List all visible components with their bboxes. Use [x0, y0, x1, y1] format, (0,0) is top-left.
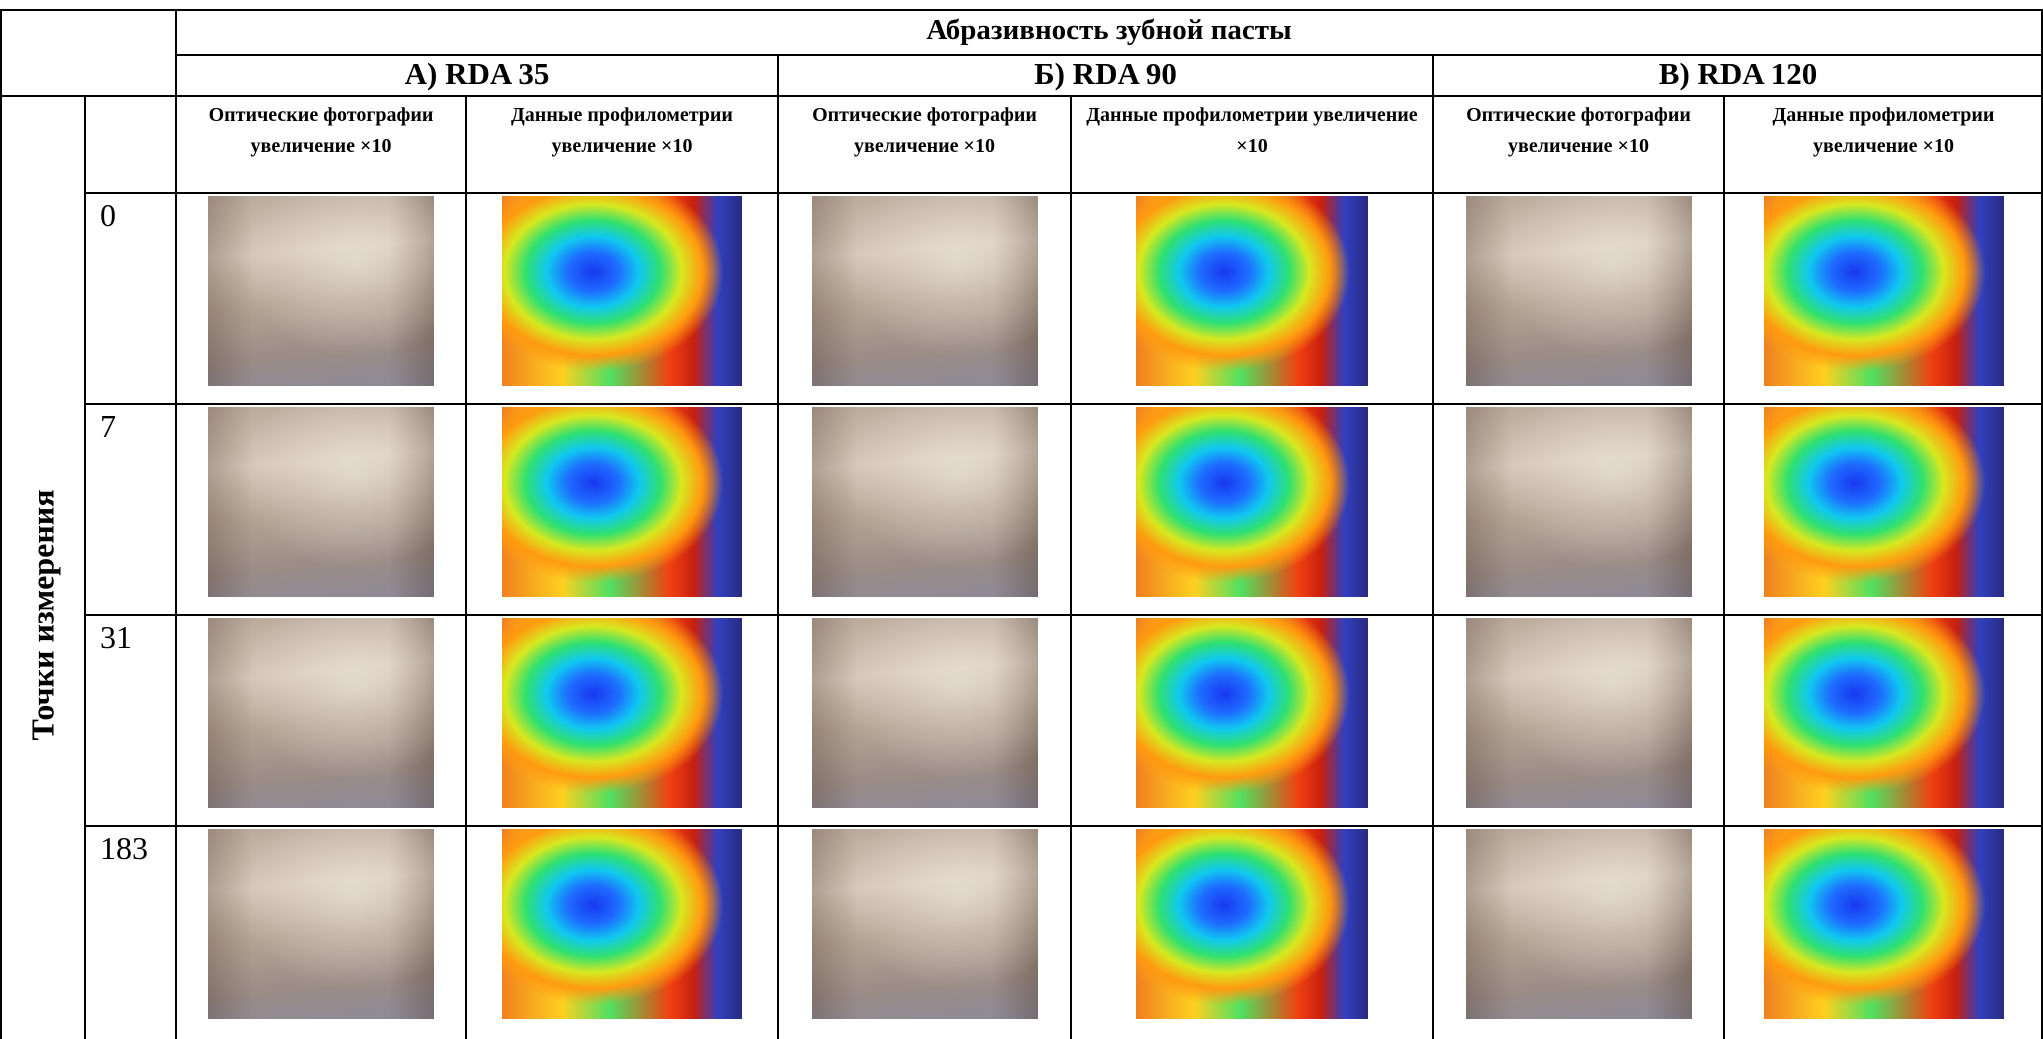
optical-photo [208, 829, 434, 1019]
optical-photo [1466, 407, 1692, 597]
column-header: Данные профилометрии увеличение ×10 [1077, 100, 1427, 162]
profilometry-map [502, 829, 742, 1019]
profilometry-map [1136, 618, 1368, 808]
group-header: Б) RDA 90 [778, 56, 1433, 92]
optical-photo [812, 196, 1038, 386]
column-header: Данные профилометрии увеличение ×10 [1730, 100, 2037, 162]
row-label: 31 [100, 619, 132, 656]
page: Абразивность зубной пасты Точки измерени… [0, 0, 2043, 1039]
profilometry-map [1764, 829, 2004, 1019]
optical-photo [208, 196, 434, 386]
optical-photo [812, 618, 1038, 808]
optical-photo [208, 407, 434, 597]
column-header: Оптические фотографии увеличение ×10 [1439, 100, 1718, 162]
optical-photo [812, 829, 1038, 1019]
column-header: Оптические фотографии увеличение ×10 [784, 100, 1065, 162]
group-header: А) RDA 35 [176, 56, 778, 92]
column-header: Данные профилометрии увеличение ×10 [472, 100, 772, 162]
table-title: Абразивность зубной пасты [176, 14, 2042, 47]
column-header: Оптические фотографии увеличение ×10 [182, 100, 460, 162]
row-label: 183 [100, 830, 148, 867]
profilometry-map [1764, 196, 2004, 386]
profilometry-map [502, 618, 742, 808]
optical-photo [1466, 618, 1692, 808]
profilometry-map [502, 196, 742, 386]
row-label: 0 [100, 197, 116, 234]
optical-photo [1466, 829, 1692, 1019]
profilometry-map [1764, 618, 2004, 808]
optical-photo [812, 407, 1038, 597]
profilometry-map [502, 407, 742, 597]
profilometry-map [1136, 829, 1368, 1019]
optical-photo [1466, 196, 1692, 386]
group-header: В) RDA 120 [1433, 56, 2043, 92]
profilometry-map [1136, 407, 1368, 597]
optical-photo [208, 618, 434, 808]
row-axis-label: Точки измерения [25, 489, 62, 740]
row-label: 7 [100, 408, 116, 445]
profilometry-map [1764, 407, 2004, 597]
profilometry-map [1136, 196, 1368, 386]
